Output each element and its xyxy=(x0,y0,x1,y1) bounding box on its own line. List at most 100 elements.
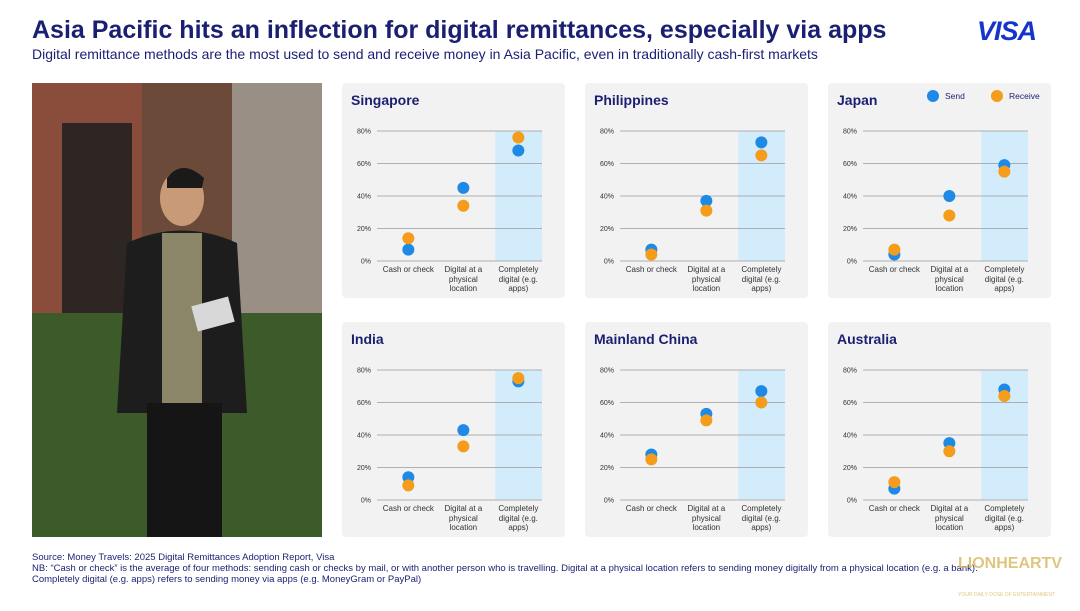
dot xyxy=(457,424,470,437)
dot xyxy=(943,190,956,202)
y-tick-label: 40% xyxy=(357,194,371,201)
x-tick-label: Digital at a physical location xyxy=(444,265,483,293)
dot xyxy=(700,414,713,427)
dot xyxy=(457,181,470,194)
chart-title: Australia xyxy=(837,331,897,347)
photo xyxy=(32,83,322,537)
y-tick-label: 80% xyxy=(357,129,371,136)
logo: VISA xyxy=(977,16,1037,46)
note: NB: “Cash or check” is the average of fo… xyxy=(32,563,978,574)
y-tick-label: 0% xyxy=(604,498,614,505)
y-tick-label: 60% xyxy=(600,400,614,407)
x-tick-label: Completely digital (e.g. apps) xyxy=(498,504,539,532)
y-tick-label: 80% xyxy=(600,129,614,136)
dot xyxy=(645,453,658,466)
dot xyxy=(457,199,470,212)
dot xyxy=(700,204,713,217)
y-tick-label: 60% xyxy=(357,400,371,407)
y-tick-label: 40% xyxy=(600,433,614,440)
dot xyxy=(755,136,768,149)
y-tick-label: 20% xyxy=(600,465,614,472)
y-tick-label: 0% xyxy=(361,498,371,505)
y-tick-label: 80% xyxy=(843,368,857,375)
title: Asia Pacific hits an inflection for digi… xyxy=(32,16,887,44)
x-tick-label: Digital at a physical location xyxy=(930,504,969,532)
x-tick-label: Cash or check xyxy=(868,504,920,513)
x-tick-label: Completely digital (e.g. apps) xyxy=(984,504,1025,532)
y-tick-label: 80% xyxy=(357,368,371,375)
chart: 0% 20% 40% 60% 80% xyxy=(600,129,785,266)
legend-label: Send xyxy=(945,91,965,101)
y-tick-label: 20% xyxy=(843,465,857,472)
dot xyxy=(755,396,768,409)
x-tick-label: Completely digital (e.g. apps) xyxy=(498,265,539,293)
chart-title: Japan xyxy=(837,92,878,108)
x-tick-label: Digital at a physical location xyxy=(930,265,969,293)
y-tick-label: 60% xyxy=(843,400,857,407)
watermark-tagline: YOUR DAILY DOSE OF ENTERTAINMENT xyxy=(958,592,1056,598)
trousers xyxy=(147,403,222,537)
chart: 0% 20% 40% 60% 80% xyxy=(843,368,1028,505)
x-tick-label: Digital at a physical location xyxy=(444,504,483,532)
dot xyxy=(457,440,470,453)
y-tick-label: 60% xyxy=(600,161,614,168)
y-tick-label: 60% xyxy=(357,161,371,168)
chart: 0% 20% 40% 60% 80% xyxy=(600,368,785,505)
dot xyxy=(943,445,956,458)
x-tick-label: Cash or check xyxy=(382,265,434,274)
chart: 0% 20% 40% 60% 80% Send Receive xyxy=(843,90,1040,266)
note: Completely digital (e.g. apps) refers to… xyxy=(32,574,422,585)
chart: 0% 20% 40% 60% 80% xyxy=(357,129,542,266)
x-tick-label: Cash or check xyxy=(868,265,920,274)
chart-title: Singapore xyxy=(351,92,420,108)
y-tick-label: 80% xyxy=(600,368,614,375)
dot xyxy=(755,385,768,398)
tablet xyxy=(191,296,235,332)
chart: 0% 20% 40% 60% 80% xyxy=(357,368,542,505)
legend-label: Receive xyxy=(1009,91,1040,101)
x-tick-label: Cash or check xyxy=(625,265,677,274)
y-tick-label: 0% xyxy=(847,498,857,505)
dot xyxy=(700,194,713,207)
x-tick-label: Digital at a physical location xyxy=(687,265,726,293)
dot xyxy=(998,390,1011,402)
y-tick-label: 40% xyxy=(843,194,857,201)
x-tick-label: Completely digital (e.g. apps) xyxy=(984,265,1025,293)
x-tick-label: Digital at a physical location xyxy=(687,504,726,532)
y-tick-label: 40% xyxy=(357,433,371,440)
y-tick-label: 0% xyxy=(361,259,371,266)
y-tick-label: 0% xyxy=(604,259,614,266)
doorway xyxy=(62,123,132,323)
y-tick-label: 20% xyxy=(843,226,857,233)
legend-marker xyxy=(927,90,939,102)
dot xyxy=(512,372,525,385)
dot xyxy=(888,476,901,489)
dot xyxy=(402,232,415,245)
hair xyxy=(167,168,204,188)
chart-panel: 0% 20% 40% 60% 80% Send Receive Japan Cash or ch… xyxy=(828,83,1051,298)
dot xyxy=(888,243,901,256)
chart-panel: 0% 20% 40% 60% 80% Australia Cash or check Digi… xyxy=(828,322,1051,537)
y-tick-label: 20% xyxy=(357,226,371,233)
watermark: LIONHEARTV xyxy=(958,555,1062,572)
dot xyxy=(943,209,956,222)
chart-panel: 0% 20% 40% 60% 80% Mainland China Cash or chec… xyxy=(585,322,808,537)
subtitle: Digital remittance methods are the most … xyxy=(32,46,818,62)
y-tick-label: 80% xyxy=(843,129,857,136)
y-tick-label: 20% xyxy=(600,226,614,233)
chart-panel: 0% 20% 40% 60% 80% Philippines Cash or check Di… xyxy=(585,83,808,298)
source: Source: Money Travels: 2025 Digital Remi… xyxy=(32,552,335,563)
dot xyxy=(645,248,658,261)
x-tick-label: Completely digital (e.g. apps) xyxy=(741,265,782,293)
dot xyxy=(998,165,1011,178)
y-tick-label: 0% xyxy=(847,259,857,266)
chart-title: Mainland China xyxy=(594,331,698,347)
x-tick-label: Completely digital (e.g. apps) xyxy=(741,504,782,532)
dot xyxy=(402,479,415,492)
y-tick-label: 60% xyxy=(843,161,857,168)
y-tick-label: 40% xyxy=(843,433,857,440)
dot xyxy=(755,149,768,162)
chart-panel: 0% 20% 40% 60% 80% Singapore Cash or check Digi… xyxy=(342,83,565,298)
chart-title: India xyxy=(351,331,384,347)
